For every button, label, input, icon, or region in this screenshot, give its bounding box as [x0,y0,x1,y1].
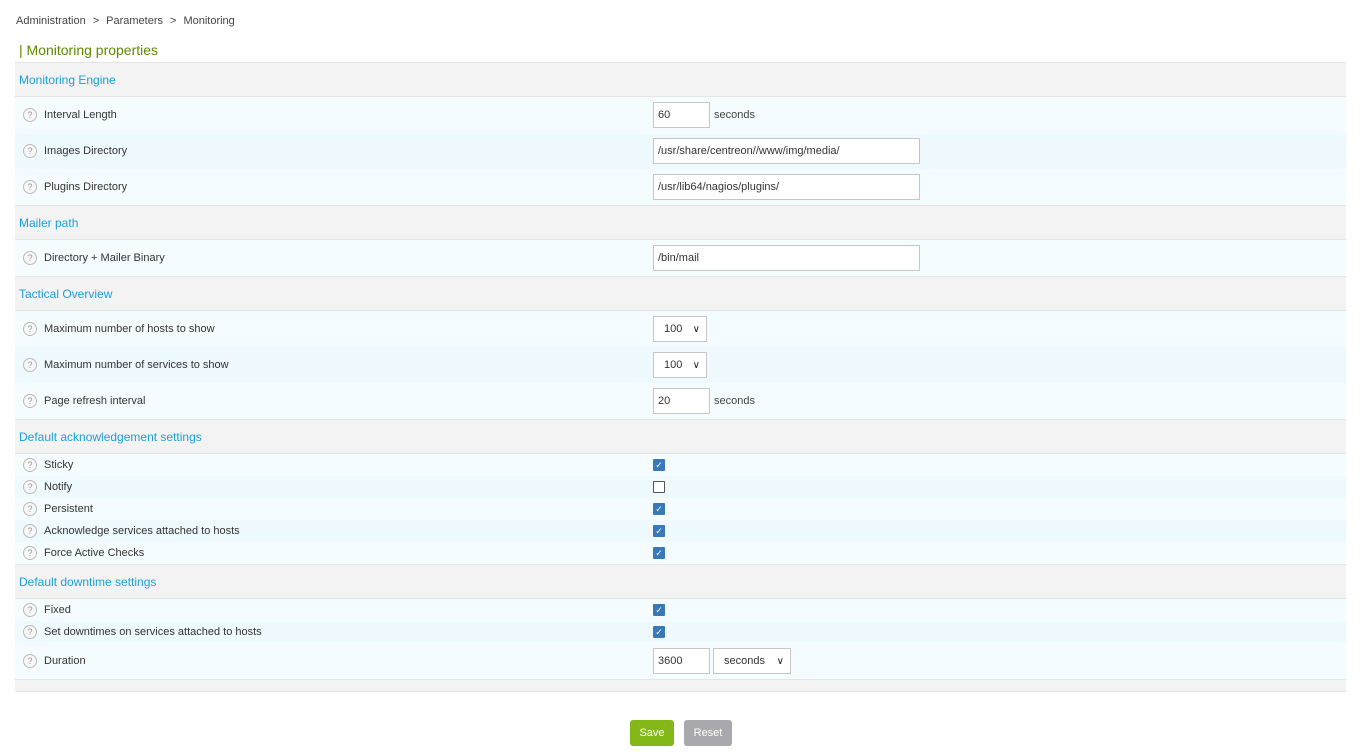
notify-checkbox[interactable] [653,481,665,493]
acknowledge-services-attached-to-hosts-checkbox[interactable]: ✓ [653,525,665,537]
save-button[interactable]: Save [630,720,674,746]
selected-value: 100 [664,323,683,335]
reset-button[interactable]: Reset [684,720,732,746]
form-row-maximum-number-of-hosts-to-show: ? Maximum number of hosts to show 100 ∨ [15,311,1346,347]
form-row-persistent: ? Persistent ✓ [15,498,1346,520]
help-icon[interactable]: ? [23,180,37,194]
images-directory-input[interactable]: /usr/share/centreon//www/img/media/ [653,138,920,164]
plugins-directory-input[interactable]: /usr/lib64/nagios/plugins/ [653,174,920,200]
field-label: Plugins Directory [44,181,128,193]
help-icon[interactable]: ? [23,480,37,494]
field-label: Duration [44,655,86,667]
form-row-fixed: ? Fixed ✓ [15,599,1346,621]
form-row-page-refresh-interval: ? Page refresh interval 20 seconds [15,383,1346,419]
unit-label: seconds [714,395,755,407]
selected-value: 100 [664,359,683,371]
form-row-interval-length: ? Interval Length 60 seconds [15,97,1346,133]
help-icon[interactable]: ? [23,394,37,408]
field-label: Set downtimes on services attached to ho… [44,626,262,638]
form-row-acknowledge-services-attached-to-hosts: ? Acknowledge services attached to hosts ✓ [15,520,1346,542]
form-row-sticky: ? Sticky ✓ [15,454,1346,476]
sticky-checkbox[interactable]: ✓ [653,459,665,471]
field-label: Images Directory [44,145,128,157]
help-icon[interactable]: ? [23,358,37,372]
help-icon[interactable]: ? [23,322,37,336]
chevron-down-icon: ∨ [692,323,700,335]
form-row-force-active-checks: ? Force Active Checks ✓ [15,542,1346,564]
help-icon[interactable]: ? [23,524,37,538]
field-label: Notify [44,481,73,493]
field-label: Fixed [44,604,71,616]
interval-length-input[interactable]: 60 [653,102,710,128]
section-header-tactical-overview: Tactical Overview [15,276,1346,311]
unit-label: seconds [714,109,755,121]
duration-input[interactable]: 3600 [653,648,710,674]
form-row-directory-mailer-binary: ? Directory + Mailer Binary/bin/mail [15,240,1346,276]
breadcrumb-item[interactable]: Monitoring [183,15,235,27]
maximum-number-of-hosts-to-show-select[interactable]: 100 ∨ [653,316,707,342]
help-icon[interactable]: ? [23,654,37,668]
force-active-checks-checkbox[interactable]: ✓ [653,547,665,559]
form-footer [15,679,1346,692]
breadcrumb: Administration > Parameters > Monitoring [16,15,235,27]
set-downtimes-on-services-attached-to-hosts-checkbox[interactable]: ✓ [653,626,665,638]
field-label: Interval Length [44,109,117,121]
maximum-number-of-services-to-show-select[interactable]: 100 ∨ [653,352,707,378]
form-row-set-downtimes-on-services-attached-to-hosts: ? Set downtimes on services attached to h… [15,621,1346,643]
field-label: Page refresh interval [44,395,146,407]
breadcrumb-item[interactable]: Parameters [106,15,163,27]
field-label: Sticky [44,459,74,471]
form-row-plugins-directory: ? Plugins Directory/usr/lib64/nagios/plug… [15,169,1346,205]
section-header-default-acknowledgement-settings: Default acknowledgement settings [15,419,1346,454]
monitoring-form: Monitoring Engine? Interval Length 60 secon… [15,62,1346,692]
form-row-duration: ? Duration 3600 seconds ∨ [15,643,1346,679]
page-refresh-interval-input[interactable]: 20 [653,388,710,414]
field-label: Force Active Checks [44,547,145,559]
field-label: Directory + Mailer Binary [44,252,165,264]
help-icon[interactable]: ? [23,458,37,472]
help-icon[interactable]: ? [23,144,37,158]
form-row-notify: ? Notify [15,476,1346,498]
help-icon[interactable]: ? [23,502,37,516]
field-label: Persistent [44,503,93,515]
help-icon[interactable]: ? [23,108,37,122]
help-icon[interactable]: ? [23,603,37,617]
help-icon[interactable]: ? [23,251,37,265]
chevron-down-icon: ∨ [776,655,784,667]
duration-unit-select[interactable]: seconds ∨ [713,648,791,674]
section-header-mailer-path: Mailer path [15,205,1346,240]
section-header-monitoring-engine: Monitoring Engine [15,62,1346,97]
form-row-images-directory: ? Images Directory/usr/share/centreon//ww… [15,133,1346,169]
field-label: Acknowledge services attached to hosts [44,525,240,537]
fixed-checkbox[interactable]: ✓ [653,604,665,616]
field-label: Maximum number of services to show [44,359,229,371]
field-label: Maximum number of hosts to show [44,323,215,335]
chevron-down-icon: ∨ [692,359,700,371]
section-header-default-downtime-settings: Default downtime settings [15,564,1346,599]
form-row-maximum-number-of-services-to-show: ? Maximum number of services to show 100 ∨ [15,347,1346,383]
help-icon[interactable]: ? [23,546,37,560]
help-icon[interactable]: ? [23,625,37,639]
persistent-checkbox[interactable]: ✓ [653,503,665,515]
directory-mailer-binary-input[interactable]: /bin/mail [653,245,920,271]
breadcrumb-item[interactable]: Administration [16,15,86,27]
page-title: | Monitoring properties [19,42,159,58]
selected-value: seconds [724,655,765,667]
